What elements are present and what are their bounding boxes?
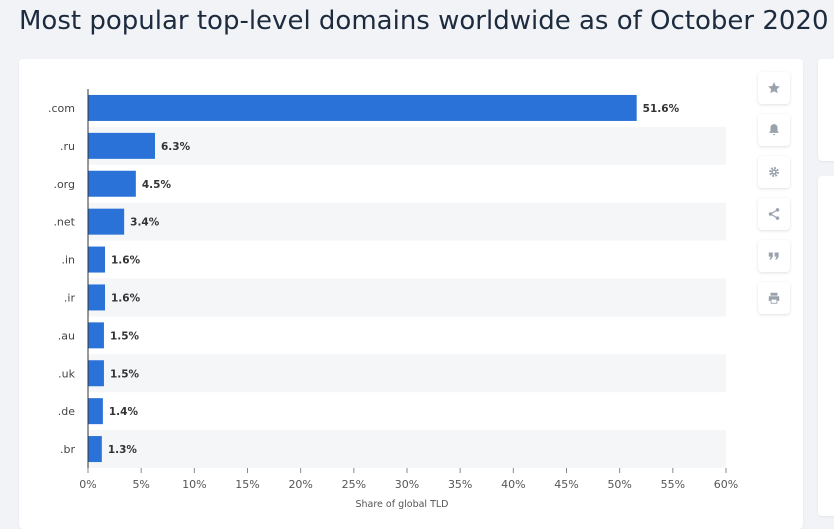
- star-icon: [768, 82, 780, 94]
- share-button[interactable]: [758, 198, 790, 230]
- x-tick-label: 60%: [714, 478, 738, 491]
- x-axis-title: Share of global TLD: [355, 499, 448, 510]
- category-label: .au: [58, 329, 75, 342]
- row-stripe: [88, 202, 726, 241]
- category-label: .de: [58, 405, 75, 418]
- x-tick-label: 0%: [79, 478, 96, 491]
- bar: [88, 208, 125, 235]
- gear-icon: [769, 167, 779, 177]
- cite-button[interactable]: [758, 240, 790, 272]
- category-label: .com: [48, 102, 75, 115]
- x-tick-label: 25%: [342, 478, 366, 491]
- data-label: 1.6%: [111, 292, 141, 304]
- category-label: .ir: [64, 291, 76, 304]
- x-tick-label: 20%: [288, 478, 312, 491]
- side-panel-lower: [818, 176, 834, 516]
- x-tick-label: 10%: [182, 478, 206, 491]
- bar: [88, 322, 104, 349]
- bar: [88, 284, 106, 311]
- x-tick-label: 45%: [554, 478, 578, 491]
- page-title: Most popular top-level domains worldwide…: [19, 6, 829, 36]
- bar: [88, 246, 106, 273]
- x-tick-label: 30%: [395, 478, 419, 491]
- bar: [88, 436, 102, 463]
- x-tick-label: 40%: [501, 478, 525, 491]
- category-label: .org: [53, 178, 75, 191]
- x-tick-label: 55%: [661, 478, 685, 491]
- data-label: 1.5%: [110, 330, 140, 342]
- bar: [88, 132, 155, 159]
- bar-chart: .com 51.6% .ru 6.3% .org 4.5% .net 3.4% .in 1.6%.…: [48, 89, 738, 510]
- print-icon: [768, 292, 780, 304]
- row-stripe: [88, 278, 726, 317]
- quote-icon: [768, 252, 779, 260]
- category-label: .ru: [60, 140, 75, 153]
- data-label: 6.3%: [161, 141, 191, 153]
- category-label: .in: [61, 254, 75, 267]
- x-tick-label: 5%: [132, 478, 149, 491]
- bar: [88, 360, 104, 387]
- data-label: 51.6%: [643, 103, 680, 115]
- notification-button[interactable]: [758, 114, 790, 146]
- bar: [88, 170, 136, 197]
- data-label: 1.6%: [111, 255, 141, 267]
- category-label: .uk: [58, 367, 75, 380]
- row-stripe: [88, 126, 726, 165]
- bell-icon: [769, 124, 779, 136]
- side-panel: [818, 59, 834, 161]
- row-stripe: [88, 354, 726, 393]
- data-label: 4.5%: [142, 179, 172, 191]
- x-tick-label: 50%: [607, 478, 631, 491]
- share-icon: [768, 208, 780, 220]
- bar: [88, 398, 103, 425]
- data-label: 1.4%: [109, 406, 139, 418]
- category-label: .br: [60, 443, 75, 456]
- data-label: 3.4%: [130, 217, 160, 229]
- category-label: .net: [53, 216, 75, 229]
- favorite-button[interactable]: [758, 72, 790, 104]
- x-tick-label: 35%: [448, 478, 472, 491]
- data-label: 1.5%: [110, 368, 140, 380]
- bar: [88, 94, 637, 121]
- x-tick-label: 15%: [235, 478, 259, 491]
- print-button[interactable]: [758, 282, 790, 314]
- row-stripe: [88, 430, 726, 468]
- data-label: 1.3%: [108, 444, 138, 456]
- settings-button[interactable]: [758, 156, 790, 188]
